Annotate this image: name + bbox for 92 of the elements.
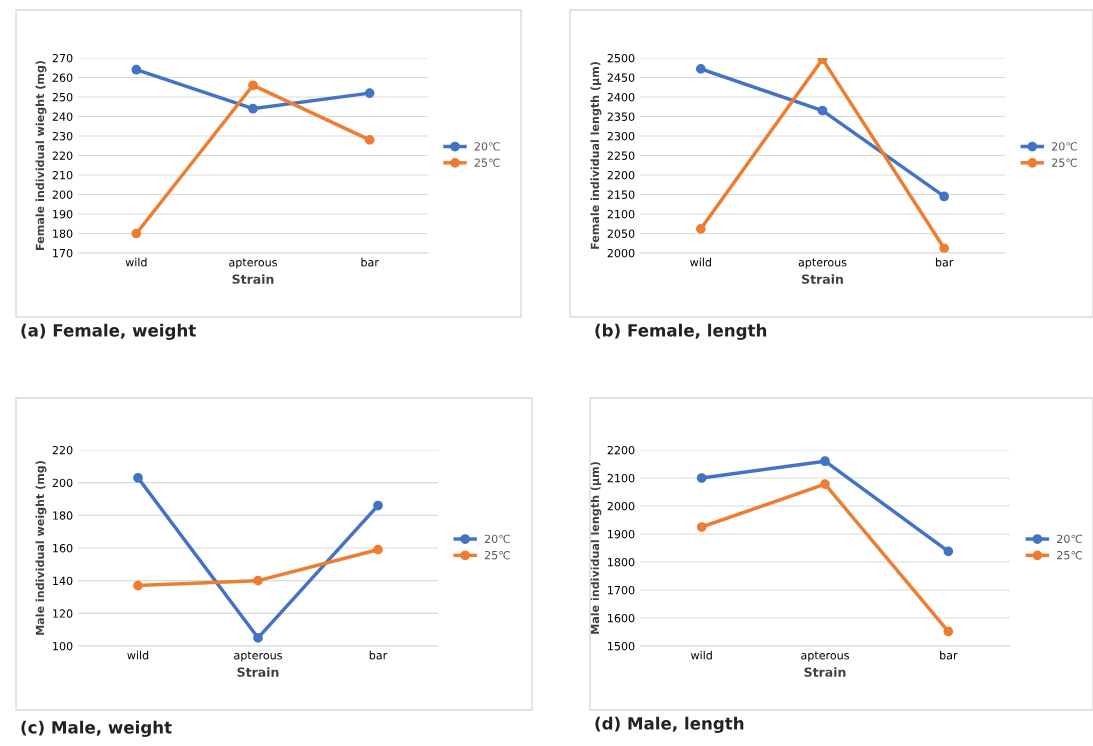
x-tick-label: bar bbox=[940, 650, 958, 660]
point bbox=[817, 105, 828, 116]
point bbox=[253, 575, 263, 586]
y-tick-label: 260 bbox=[52, 73, 73, 82]
y-tick-label: 180 bbox=[53, 229, 73, 238]
legend-label: 20℃ bbox=[1057, 534, 1083, 544]
point bbox=[253, 632, 263, 643]
x-tick-label: bar bbox=[935, 257, 954, 267]
point bbox=[943, 546, 954, 557]
point bbox=[131, 64, 142, 75]
text: (a) Female, weight bbox=[21, 323, 196, 340]
point bbox=[939, 191, 950, 202]
y-axis-title: Male individual weight (mg) bbox=[35, 461, 47, 635]
y-tick-label: 2000 bbox=[607, 501, 635, 511]
y-tick-label: 240 bbox=[52, 112, 73, 121]
y-tick-label: 1900 bbox=[608, 529, 635, 539]
x-axis-title: Strain bbox=[237, 667, 279, 677]
legend-label: 20℃ bbox=[474, 142, 500, 151]
y-tick-label: 100 bbox=[53, 641, 73, 651]
x-tick-label: apterous bbox=[229, 258, 277, 269]
y-tick-label: 1800 bbox=[608, 557, 635, 567]
y-tick-label: 1500 bbox=[608, 641, 635, 651]
y-tick-label: 2400 bbox=[607, 92, 635, 102]
point bbox=[820, 479, 830, 490]
text: (b) Female, length bbox=[595, 323, 767, 340]
y-tick-label: 170 bbox=[53, 248, 73, 258]
point bbox=[248, 80, 258, 91]
y-axis-title: Female individual length (μm) bbox=[590, 62, 602, 249]
x-axis-title: Strain bbox=[804, 667, 846, 677]
x-tick-label: apterous bbox=[801, 651, 849, 662]
legend-label: 25℃ bbox=[1057, 550, 1083, 560]
point bbox=[248, 103, 258, 114]
x-tick-label: wild bbox=[690, 257, 711, 267]
y-tick-label: 220 bbox=[52, 151, 73, 160]
point bbox=[696, 522, 707, 532]
y-axis-title: Male individual length (μm) bbox=[590, 462, 602, 634]
x-tick-label: wild bbox=[690, 650, 712, 660]
y-tick-label: 2300 bbox=[607, 131, 635, 141]
y-tick-label: 200 bbox=[52, 478, 73, 488]
x-tick-label: apterous bbox=[234, 651, 282, 662]
point bbox=[364, 135, 375, 145]
x-axis-title: Strain bbox=[232, 274, 274, 284]
point bbox=[695, 64, 706, 74]
y-tick-label: 2100 bbox=[607, 473, 635, 483]
point bbox=[943, 626, 954, 637]
x-tick-label: bar bbox=[369, 650, 388, 660]
legend-label: 25℃ bbox=[474, 158, 500, 167]
y-tick-label: 2100 bbox=[607, 209, 635, 219]
point bbox=[133, 580, 143, 591]
legend-label: 20℃ bbox=[1052, 142, 1078, 151]
x-tick-label: apterous bbox=[798, 258, 847, 269]
point bbox=[696, 473, 707, 483]
y-tick-label: 2150 bbox=[607, 190, 635, 199]
y-tick-label: 230 bbox=[52, 131, 73, 141]
point bbox=[820, 456, 830, 467]
point bbox=[939, 243, 950, 253]
legend-label: 20℃ bbox=[484, 534, 510, 544]
x-tick-label: wild bbox=[125, 257, 147, 267]
point bbox=[133, 472, 143, 483]
y-tick-label: 2450 bbox=[607, 73, 635, 82]
y-tick-label: 2250 bbox=[607, 151, 635, 160]
y-tick-label: 2200 bbox=[607, 445, 635, 455]
y-tick-label: 120 bbox=[53, 609, 73, 618]
y-tick-label: 190 bbox=[53, 209, 73, 219]
y-tick-label: 2350 bbox=[607, 112, 635, 121]
y-tick-label: 250 bbox=[52, 92, 73, 102]
point bbox=[364, 88, 375, 98]
point bbox=[131, 228, 142, 239]
y-tick-label: 2500 bbox=[607, 53, 635, 63]
y-axis-title: Female individual wieght (mg) bbox=[35, 61, 47, 250]
y-tick-label: 220 bbox=[52, 445, 73, 455]
y-tick-label: 270 bbox=[52, 53, 73, 63]
y-tick-label: 1600 bbox=[608, 613, 635, 623]
y-tick-label: 2000 bbox=[607, 248, 635, 258]
y-tick-label: 140 bbox=[53, 576, 73, 586]
legend-label: 25℃ bbox=[484, 550, 510, 560]
y-tick-label: 2200 bbox=[607, 170, 635, 180]
y-tick-label: 180 bbox=[53, 511, 73, 520]
text: (c) Male, weight bbox=[21, 720, 172, 737]
y-tick-label: 200 bbox=[52, 190, 73, 199]
y-tick-label: 210 bbox=[52, 170, 73, 180]
x-axis-title: Strain bbox=[802, 274, 843, 284]
x-tick-label: bar bbox=[361, 257, 379, 267]
y-tick-label: 1700 bbox=[608, 585, 635, 595]
y-tick-label: 2050 bbox=[607, 229, 635, 238]
y-tick-label: 160 bbox=[53, 543, 73, 553]
legend-label: 25℃ bbox=[1052, 158, 1078, 167]
text: (d) Male, length bbox=[595, 716, 744, 733]
point bbox=[373, 544, 383, 555]
point bbox=[373, 500, 383, 511]
point bbox=[695, 223, 706, 234]
x-tick-label: wild bbox=[127, 650, 149, 660]
